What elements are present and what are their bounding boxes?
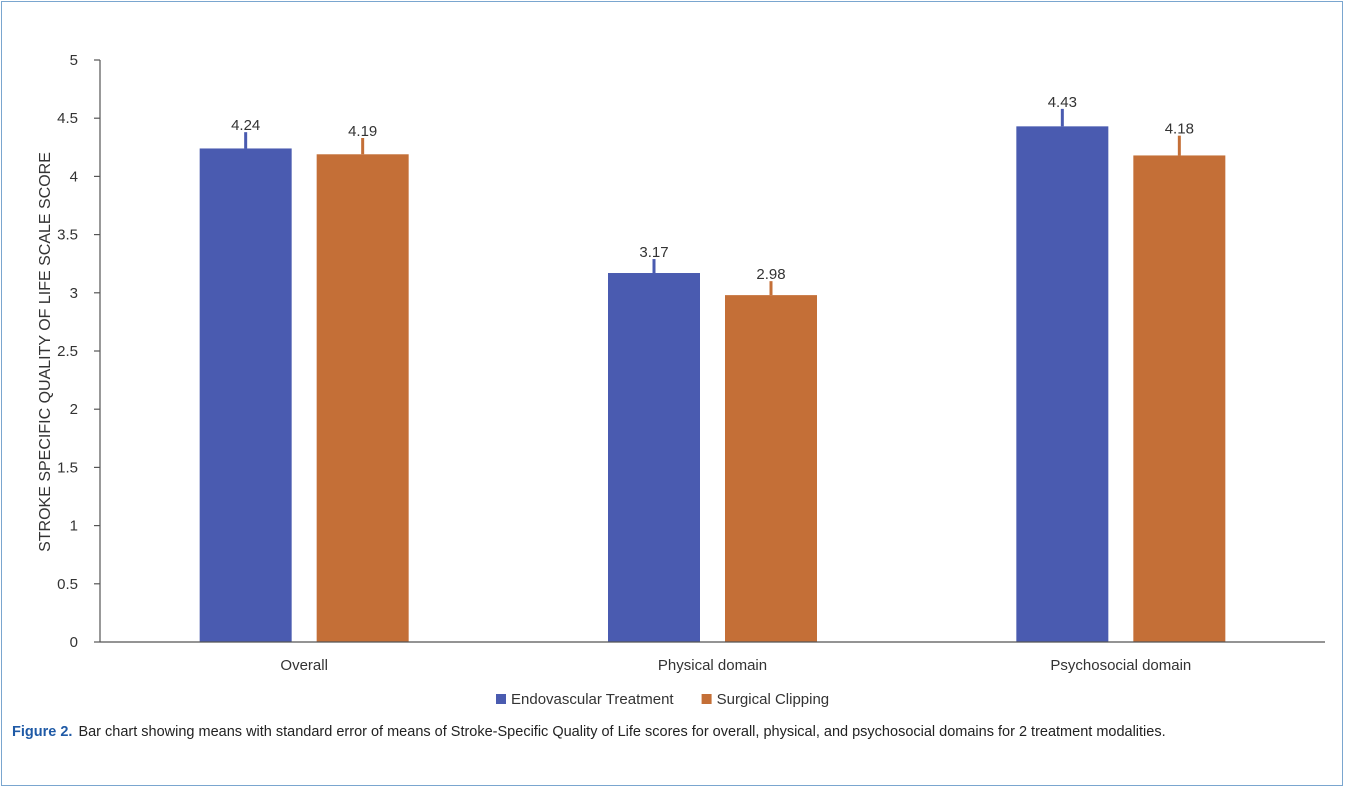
bar (316, 154, 409, 642)
x-axis: Overall Physical domain Psychosocial domai… (100, 641, 1325, 674)
bar (1133, 155, 1226, 642)
bar (608, 273, 700, 642)
y-tick-label: 2 (70, 401, 78, 418)
bar (1016, 126, 1109, 642)
y-tick-label: 4.5 (57, 110, 78, 127)
data-label: 2.98 (756, 266, 785, 283)
legend: Endovascular Treatment Surgical Clipping (496, 691, 829, 708)
legend-swatch (496, 694, 506, 704)
bar (199, 148, 292, 643)
data-label: 4.18 (1165, 121, 1194, 138)
legend-label: Surgical Clipping (717, 691, 830, 708)
data-label: 3.17 (639, 244, 668, 261)
bars (199, 108, 1226, 643)
y-tick-label: 4 (70, 168, 78, 185)
x-category-label: Physical domain (658, 657, 767, 674)
legend-label: Endovascular Treatment (511, 691, 674, 708)
caption-text: Bar chart showing means with standard er… (78, 724, 1166, 740)
y-tick-label: 3.5 (57, 227, 78, 244)
data-label: 4.24 (231, 117, 260, 134)
data-labels: 4.24 4.19 3.17 2.98 4.43 4.18 (231, 94, 1194, 283)
y-tick-label: 1.5 (57, 459, 78, 476)
y-axis-title: STROKE SPECIFIC QUALITY OF LIFE SCALE SC… (37, 152, 54, 552)
y-tick-label: 5 (70, 52, 78, 69)
data-label: 4.19 (348, 123, 377, 140)
figure-label: Figure 2. (12, 724, 73, 740)
y-tick-label: 1 (70, 518, 78, 535)
x-category-label: Psychosocial domain (1050, 657, 1191, 674)
bar-chart: 00.511.522.533.544.55 4.24 4.193.172.984.… (37, 52, 1325, 708)
x-category-label: Overall (280, 657, 328, 674)
y-tick-label: 0.5 (57, 576, 78, 593)
y-tick-label: 0 (70, 634, 78, 651)
figure-caption: Figure 2. Bar chart showing means with st… (12, 723, 1332, 742)
y-tick-label: 3 (70, 285, 78, 302)
y-tick-label: 2.5 (57, 343, 78, 360)
bar (725, 295, 817, 642)
legend-swatch (701, 694, 712, 704)
y-axis: 0 0.5 1 1.5 2 2.5 3 3.5 4 4.5 5 (57, 52, 101, 651)
data-label: 4.43 (1048, 94, 1077, 111)
